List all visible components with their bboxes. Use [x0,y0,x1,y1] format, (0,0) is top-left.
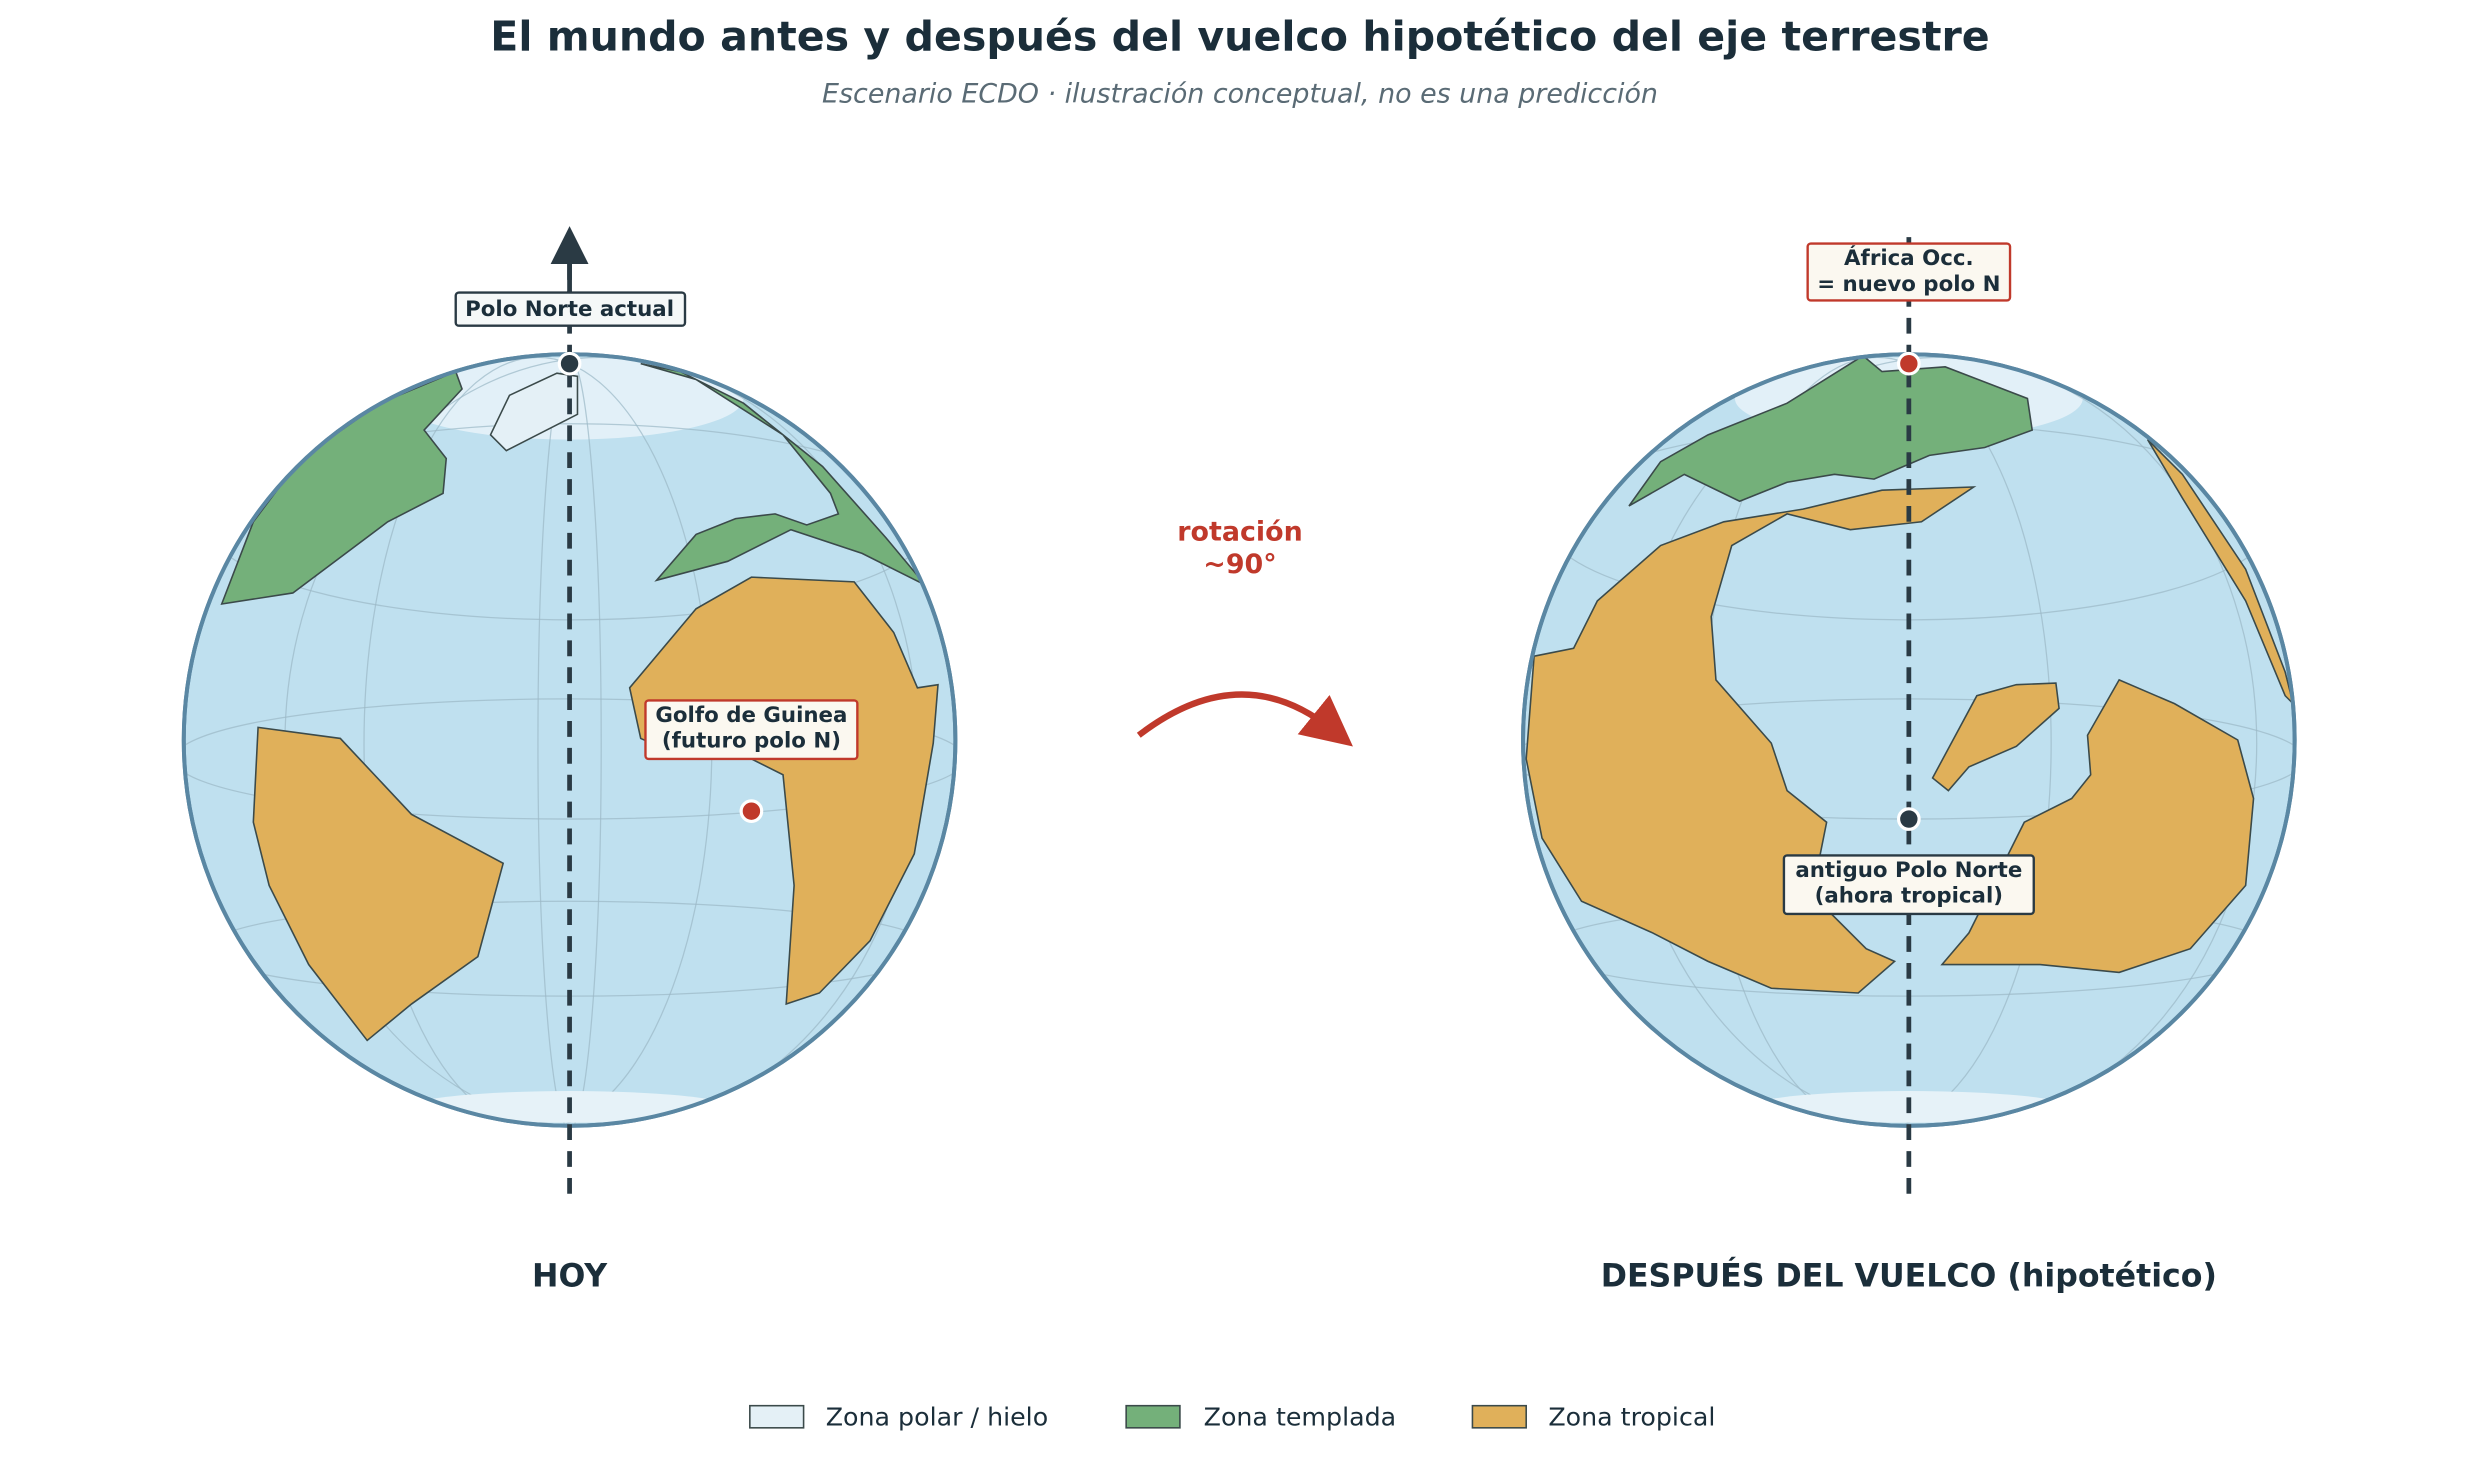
label: África Occ. = nuevo polo N [1817,245,2000,297]
caption: DESPUÉS DEL VUELCO (hipotético) [1601,1257,2217,1295]
legend: Zona polar / hielo Zona templada Zona tr… [749,1402,1715,1431]
title: El mundo antes y después del vuelco hipo… [490,13,1989,61]
globe-left: Polo Norte actual Golfo de Guinea (futuro… [181,226,958,1295]
globe-right: África Occ. = nuevo polo N antiguo Polo N… [1521,237,2297,1295]
legend-label: Zona polar / hielo [826,1402,1048,1431]
legend-label: Zona tropical [1548,1402,1715,1431]
caption: HOY [532,1259,608,1295]
label: antiguo Polo Norte (ahora tropical) [1795,858,2022,909]
legend-label: Zona templada [1204,1402,1397,1431]
label: Golfo de Guinea (futuro polo N) [655,703,847,754]
rotation-arrow [1136,691,1353,747]
subtitle: Escenario ECDO · ilustración conceptual,… [822,78,1658,109]
label: Polo Norte actual [465,297,674,322]
rotation-label: rotación ~90° [1177,516,1302,579]
